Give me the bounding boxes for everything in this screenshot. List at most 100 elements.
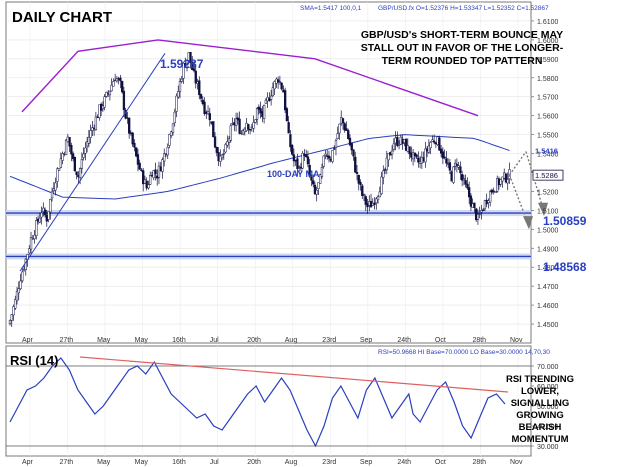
candle-body (206, 111, 210, 115)
moving-average-layer (9, 134, 510, 200)
candle-body (119, 77, 122, 82)
candle-body (85, 141, 89, 147)
y-tick-label: 1.6100 (537, 19, 559, 26)
candle-body (103, 96, 106, 108)
candle-body (219, 155, 222, 162)
candle-body (98, 104, 101, 119)
x-tick-label: May (97, 337, 111, 344)
candle-body (57, 168, 61, 171)
price-label-support-2: 1.48568 (543, 260, 587, 274)
rsi-annotation-1: RSI TRENDING (506, 374, 574, 385)
moving-average-line (9, 134, 510, 200)
candle-body (439, 148, 443, 154)
candle-body (359, 181, 362, 185)
candle-body (208, 113, 211, 121)
candle-body (345, 128, 348, 131)
candle-body (464, 180, 467, 185)
candle-body (108, 90, 112, 96)
candle-body (133, 142, 136, 148)
candle-body (147, 184, 150, 189)
candle-body (47, 211, 50, 220)
x-tick-label: Sep (360, 337, 373, 344)
rsi-x-tick-label: Sep (360, 459, 373, 466)
candle-body (336, 133, 339, 140)
candle-body (473, 202, 476, 208)
candle-body (461, 174, 464, 181)
y-tick-label: 1.4700 (537, 284, 559, 291)
candle-body (212, 121, 215, 138)
candle-body (64, 139, 68, 156)
candle-body (352, 149, 355, 157)
candle-body (154, 169, 157, 175)
candle-body (276, 79, 280, 83)
candle-body (348, 137, 352, 146)
candle-body (404, 138, 408, 151)
candle-body (229, 125, 232, 141)
candle-body (14, 299, 17, 309)
projection-up (508, 151, 527, 176)
arrowhead-2 (523, 216, 533, 230)
candle-body (382, 170, 385, 178)
candle-body (50, 191, 54, 199)
candle-body (135, 147, 138, 157)
candle-body (396, 136, 399, 146)
y-tick-label: 1.6000 (537, 38, 559, 45)
candle-body (413, 152, 416, 156)
candle-body (254, 119, 257, 123)
chart-title: DAILY CHART (12, 9, 112, 26)
candle-body (455, 164, 459, 166)
candle-body (238, 118, 241, 134)
candle-body (68, 137, 71, 147)
candle-body (489, 191, 492, 203)
candle-body (408, 146, 411, 155)
candle-body (499, 179, 502, 185)
rsi-x-tick-label: Apr (22, 459, 34, 466)
axis-labels-layer: 1.6100 1.6000 1.5900 1.5800 1.5700 1.5600 1.55… (22, 19, 564, 466)
candle-body (301, 152, 304, 169)
candle-body (173, 111, 176, 123)
candle-body (259, 108, 262, 114)
candle-body (29, 237, 33, 250)
candle-body (375, 198, 378, 204)
candle-body (308, 164, 311, 176)
candle-body (478, 213, 481, 215)
candle-body (73, 156, 76, 172)
y-tick-label: 1.5700 (537, 95, 559, 102)
rsi-y-tick-label: 30.000 (537, 444, 559, 451)
rsi-x-tick-label: Aug (285, 459, 298, 466)
candle-body (138, 162, 141, 170)
candle-body (49, 199, 52, 213)
candle-body (213, 136, 217, 148)
ohlc-header: GBP/USD.fx O=1.52376 H=1.53347 L=1.52352… (378, 5, 549, 12)
x-tick-label: Jul (210, 337, 219, 344)
candle-body (161, 159, 164, 172)
candle-body (459, 166, 462, 174)
candle-body (362, 194, 366, 196)
candle-body (476, 214, 480, 220)
candle-body (157, 165, 161, 178)
candle-body (313, 184, 317, 195)
candle-body (390, 150, 394, 155)
candle-body (429, 142, 432, 149)
y-tick-label: 1.5500 (537, 133, 559, 140)
rsi-line (9, 357, 506, 448)
candle-body (80, 159, 84, 169)
candle-body (327, 155, 331, 159)
rsi-trendline (79, 356, 509, 393)
grid-layer (6, 2, 531, 456)
rsi-x-tick-label: Nov (510, 459, 523, 466)
y-tick-label: 1.4600 (537, 303, 559, 310)
candle-body (364, 196, 367, 205)
candle-body (373, 202, 376, 205)
candle-body (289, 134, 292, 148)
x-tick-label: 27th (60, 337, 74, 344)
candle-body (354, 156, 357, 173)
candle-body (357, 174, 360, 184)
candle-body (306, 156, 310, 165)
candle-body (224, 144, 227, 153)
candle-body (226, 141, 229, 146)
candle-body (136, 154, 140, 165)
candle-body (506, 179, 509, 184)
candle-body (283, 90, 287, 111)
